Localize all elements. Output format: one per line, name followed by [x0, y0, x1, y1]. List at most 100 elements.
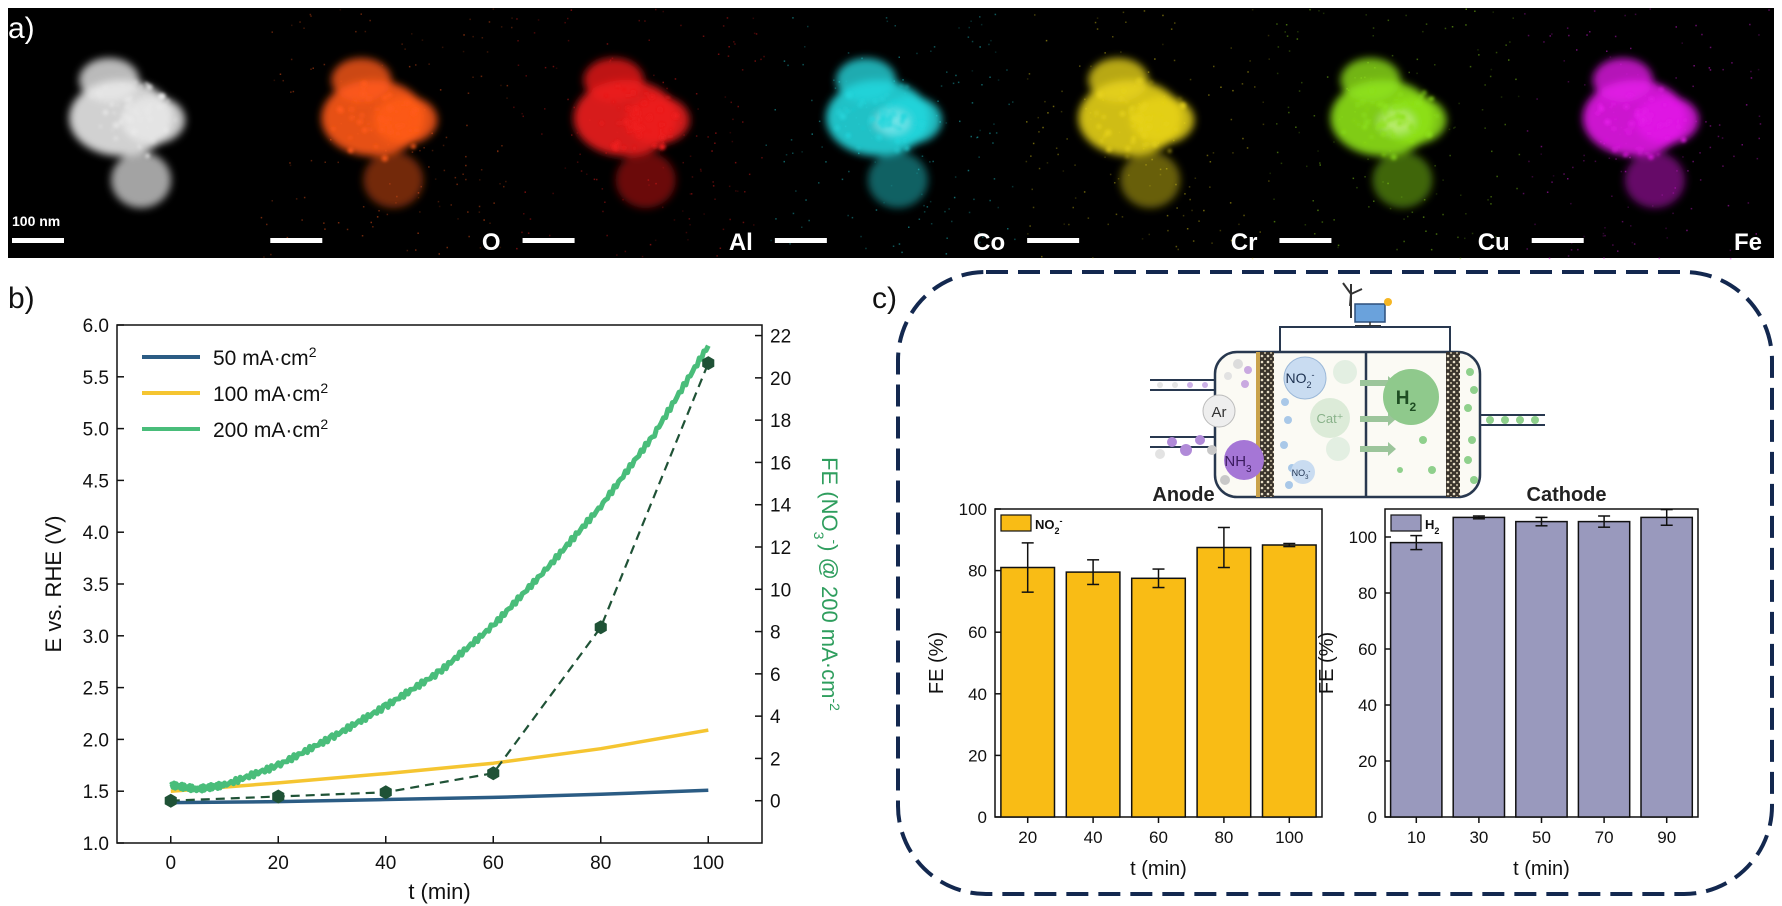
noise-dot: [1352, 177, 1355, 180]
noise-dot: [1306, 165, 1308, 168]
noise-dot: [1038, 167, 1041, 170]
noise-dot: [752, 17, 755, 20]
noise-dot: [1738, 245, 1741, 247]
speck: [1106, 146, 1113, 153]
speck: [145, 126, 149, 129]
speck: [1677, 125, 1681, 129]
eds-map-o: O: [260, 8, 513, 258]
noise-dot: [282, 79, 284, 82]
noise-dot: [541, 133, 543, 135]
noise-dot: [481, 37, 484, 39]
speck: [612, 100, 615, 104]
noise-dot: [616, 254, 618, 256]
cathode-bar-chart: 0 20 40 60 80 100 10 30 50 70 90 t (min) FE (%) Catho…: [1316, 484, 1699, 880]
noise-dot: [513, 106, 515, 109]
noise-dot: [1602, 232, 1605, 235]
noise-dot: [1298, 131, 1300, 134]
noise-dot: [1387, 19, 1390, 22]
bar: [1389, 541, 1443, 818]
noise-dot: [901, 251, 903, 254]
noise-dot: [1154, 58, 1156, 60]
noise-dot: [1717, 135, 1720, 138]
speck: [856, 145, 861, 150]
x-tick-label: 20: [268, 853, 289, 874]
bar: [1196, 546, 1252, 818]
noise-dot: [1422, 30, 1424, 33]
noise-dot: [1104, 52, 1106, 54]
series-line-2: [170, 728, 709, 793]
y-tick-label: 100: [1349, 528, 1377, 547]
noise-dot: [805, 199, 807, 201]
noise-dot: [1042, 126, 1044, 129]
chart-title: Anode: [1152, 484, 1214, 506]
panel-label-a: a): [8, 12, 35, 45]
noise-dot: [979, 16, 981, 18]
y2-tick-label: 16: [770, 453, 791, 474]
scale-bar: [774, 238, 827, 243]
particle-blob: [1634, 96, 1699, 144]
speck: [1648, 154, 1654, 160]
noise-dot: [1551, 33, 1553, 35]
speck: [1360, 98, 1366, 104]
noise-dot: [989, 199, 991, 202]
noise-dot: [760, 58, 762, 61]
noise-dot: [770, 239, 772, 242]
noise-dot: [763, 55, 765, 58]
noise-dot: [821, 146, 823, 148]
noise-dot: [1276, 151, 1279, 154]
speck: [1654, 127, 1657, 131]
noise-dot: [700, 170, 702, 172]
y-tick-label: 20: [968, 746, 987, 765]
noise-dot: [804, 46, 806, 48]
noise-dot: [438, 205, 441, 208]
noise-dot: [1526, 130, 1529, 132]
noise-dot: [662, 81, 664, 84]
noise-dot: [1317, 209, 1319, 212]
noise-dot: [1570, 202, 1572, 205]
noise-dot: [994, 13, 997, 16]
speck: [1118, 96, 1124, 102]
speck: [1412, 104, 1416, 108]
noise-dot: [979, 241, 981, 244]
noise-dot: [1603, 257, 1605, 259]
noise-dot: [480, 169, 483, 171]
speck: [1352, 119, 1356, 123]
noise-dot: [712, 181, 714, 183]
noise-dot: [1062, 170, 1065, 172]
speck: [892, 100, 895, 104]
noise-dot: [724, 96, 727, 98]
noise-dot: [1117, 178, 1120, 180]
y-tick-label: 100: [959, 500, 987, 519]
noise-dot: [1060, 110, 1063, 113]
noise-dot: [524, 191, 526, 193]
noise-dot: [1066, 138, 1068, 140]
speck: [889, 118, 892, 121]
noise-dot: [500, 84, 502, 87]
particle-blob: [615, 152, 676, 208]
speck: [142, 107, 146, 111]
noise-dot: [1459, 257, 1462, 260]
noise-dot: [1008, 103, 1010, 106]
speck: [359, 112, 365, 118]
noise-dot: [324, 228, 326, 230]
speck: [659, 129, 663, 133]
speck: [1604, 118, 1611, 126]
noise-dot: [1411, 211, 1414, 213]
noise-dot: [1731, 62, 1733, 64]
scale-bar: [1279, 238, 1332, 243]
eds-map-al: Al: [513, 8, 765, 258]
noise-dot: [744, 191, 746, 193]
speck: [616, 84, 620, 88]
noise-dot: [1259, 231, 1261, 233]
noise-dot: [995, 132, 998, 134]
speck: [647, 96, 650, 100]
noise-dot: [1631, 241, 1634, 244]
speck: [1104, 131, 1109, 135]
noise-dot: [833, 79, 835, 81]
x-tick-label: 80: [1214, 828, 1233, 847]
speck: [861, 101, 865, 104]
noise-dot: [1312, 200, 1314, 202]
noise-dot: [1451, 26, 1454, 28]
speck: [96, 90, 103, 98]
speck: [1641, 113, 1646, 117]
